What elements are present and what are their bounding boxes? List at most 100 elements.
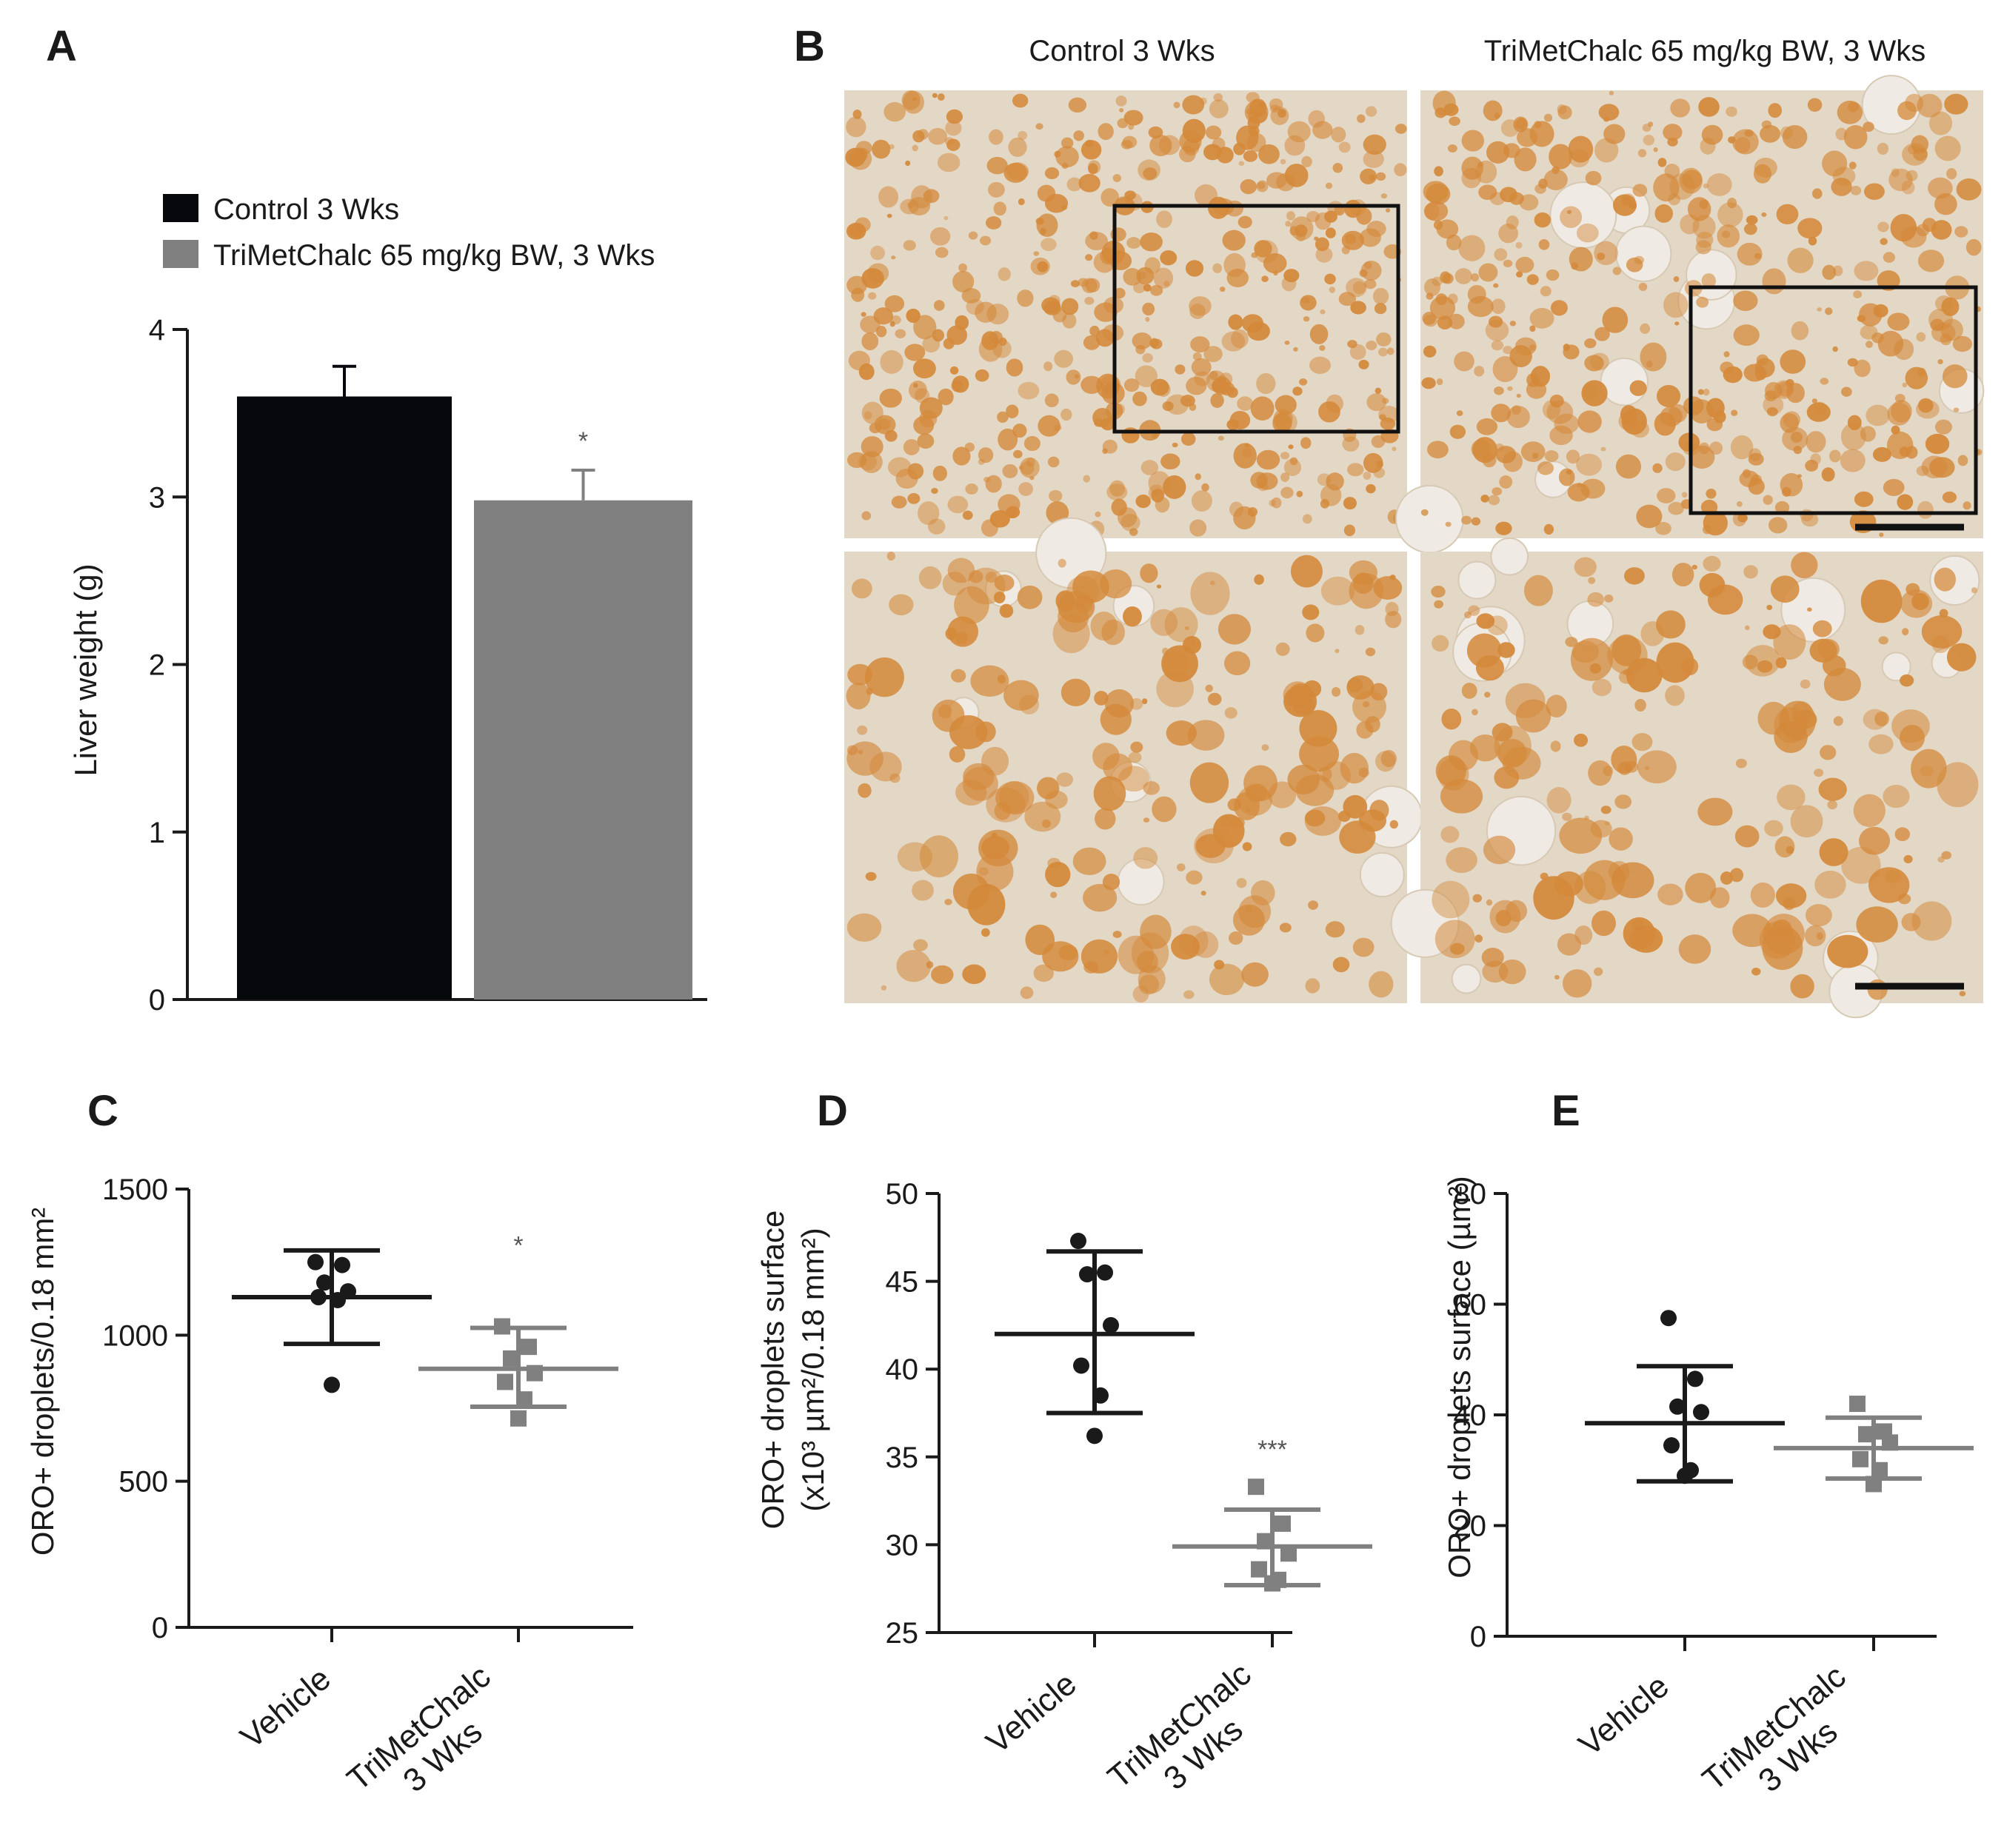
micrograph-droplet — [1449, 943, 1465, 955]
chartC-y-tick-label: 500 — [118, 1466, 168, 1499]
panel-d-scatter-chart: ORO+ droplets surface (x10³ µm²/0.18 mm²… — [755, 1178, 1372, 1797]
micrograph-droplet — [1471, 517, 1481, 526]
micrograph-droplet — [1250, 396, 1275, 421]
micrograph-droplet — [1739, 470, 1760, 488]
micrograph-droplet — [1132, 332, 1152, 349]
micrograph-droplet — [1833, 716, 1843, 726]
chartD-y-tick-label: 50 — [886, 1178, 919, 1211]
micrograph-droplet — [1806, 402, 1831, 422]
micrograph-droplet — [1860, 426, 1876, 442]
micrograph-droplet — [1507, 386, 1513, 391]
micrograph-droplet — [1461, 683, 1477, 699]
micrograph-droplet — [1148, 471, 1171, 495]
micrograph-droplet — [1461, 515, 1472, 525]
micrograph-droplet — [1178, 925, 1209, 957]
micrograph-droplet — [1049, 489, 1063, 502]
micrograph-droplet — [1600, 806, 1611, 814]
micrograph-droplet — [1703, 555, 1721, 572]
micrograph-droplet — [1768, 103, 1783, 118]
micrograph-droplet — [1877, 142, 1889, 155]
micrograph-droplet — [1190, 572, 1230, 615]
micrograph-droplet — [1847, 358, 1858, 367]
micrograph-droplet — [1942, 364, 1968, 389]
micrograph-droplet — [864, 657, 904, 697]
micrograph-droplet — [947, 558, 975, 583]
micrograph-droplet — [1745, 625, 1750, 631]
micrograph-droplet — [1760, 124, 1781, 143]
micrograph-droplet — [965, 483, 978, 495]
micrograph-droplet — [1055, 146, 1079, 168]
micrograph-droplet — [1088, 163, 1098, 175]
micrograph-droplet — [1734, 825, 1760, 848]
micrograph-droplet — [1523, 575, 1553, 606]
chartD-data-point — [1103, 1316, 1119, 1333]
micrograph-droplet — [1317, 473, 1332, 486]
micrograph-droplet — [1786, 846, 1794, 854]
micrograph-droplet — [1363, 150, 1384, 168]
micrograph-droplet — [1850, 185, 1862, 195]
panel-a-bar — [474, 500, 692, 1000]
micrograph-droplet — [1230, 329, 1249, 349]
micrograph-droplet — [1003, 680, 1039, 711]
micrograph-droplet — [1148, 126, 1163, 139]
micrograph-droplet — [1156, 210, 1173, 228]
micrograph-droplet — [1102, 448, 1108, 455]
micrograph-droplet — [1309, 356, 1332, 375]
chartC-y-tick-label: 0 — [152, 1612, 168, 1644]
micrograph-droplet — [1498, 223, 1519, 244]
micrograph-droplet — [1623, 917, 1655, 951]
micrograph-droplet — [1236, 877, 1247, 888]
micrograph-droplet — [931, 487, 938, 495]
micrograph-droplet — [1750, 882, 1775, 908]
micrograph-droplet — [1074, 374, 1080, 379]
micrograph-droplet — [1754, 157, 1777, 178]
micrograph-droplet — [1654, 204, 1674, 223]
micrograph-droplet — [1822, 264, 1837, 281]
micrograph-droplet — [952, 446, 971, 466]
micrograph-droplet — [1229, 931, 1243, 945]
micrograph-droplet — [1224, 707, 1238, 719]
micrograph-droplet — [1366, 393, 1387, 412]
micrograph-droplet — [1562, 969, 1592, 998]
micrograph-droplet — [988, 181, 1005, 198]
micrograph-droplet — [1631, 732, 1653, 751]
micrograph-droplet — [1917, 250, 1945, 272]
micrograph-droplet — [1642, 124, 1651, 132]
micrograph-droplet — [1209, 99, 1229, 118]
micrograph-droplet — [1426, 292, 1434, 300]
micrograph-droplet — [1445, 521, 1452, 527]
micrograph-droplet — [1709, 887, 1730, 908]
micrograph-droplet — [1911, 135, 1929, 154]
micrograph-droplet — [1668, 192, 1680, 206]
micrograph-droplet — [1436, 219, 1459, 239]
micrograph-droplet — [1434, 920, 1475, 959]
micrograph-droplet — [1934, 135, 1961, 161]
micrograph-droplet — [1288, 444, 1294, 449]
micrograph-droplet — [1280, 472, 1290, 483]
micrograph-droplet — [1940, 333, 1952, 346]
micrograph-droplet — [908, 197, 931, 215]
micrograph-droplet — [1140, 460, 1159, 475]
micrograph-droplet — [1449, 424, 1466, 439]
micrograph-droplet — [1534, 212, 1552, 228]
micrograph-droplet — [1671, 563, 1694, 587]
micrograph-droplet — [1800, 679, 1811, 689]
micrograph-droplet — [1563, 344, 1580, 360]
micrograph-droplet — [884, 101, 906, 122]
micrograph-droplet — [1423, 314, 1438, 327]
micrograph-droplet — [1602, 307, 1629, 333]
micrograph-droplet — [1574, 871, 1606, 904]
micrograph-droplet — [1810, 453, 1821, 465]
micrograph-droplet — [1304, 809, 1326, 827]
micrograph-droplet — [1369, 800, 1389, 821]
micrograph-droplet — [1894, 338, 1914, 361]
micrograph-droplet — [1380, 193, 1388, 199]
panel-c-ylabel: ORO+ droplets/0.18 mm² — [25, 1208, 60, 1556]
micrograph-vacuole — [1881, 652, 1911, 682]
micrograph-droplet — [1324, 210, 1337, 223]
micrograph-droplet — [1242, 842, 1252, 851]
micrograph-droplet — [1916, 465, 1929, 477]
micrograph-droplet — [1941, 851, 1952, 860]
micrograph-droplet — [1841, 846, 1881, 884]
micrograph-droplet — [1730, 435, 1754, 460]
